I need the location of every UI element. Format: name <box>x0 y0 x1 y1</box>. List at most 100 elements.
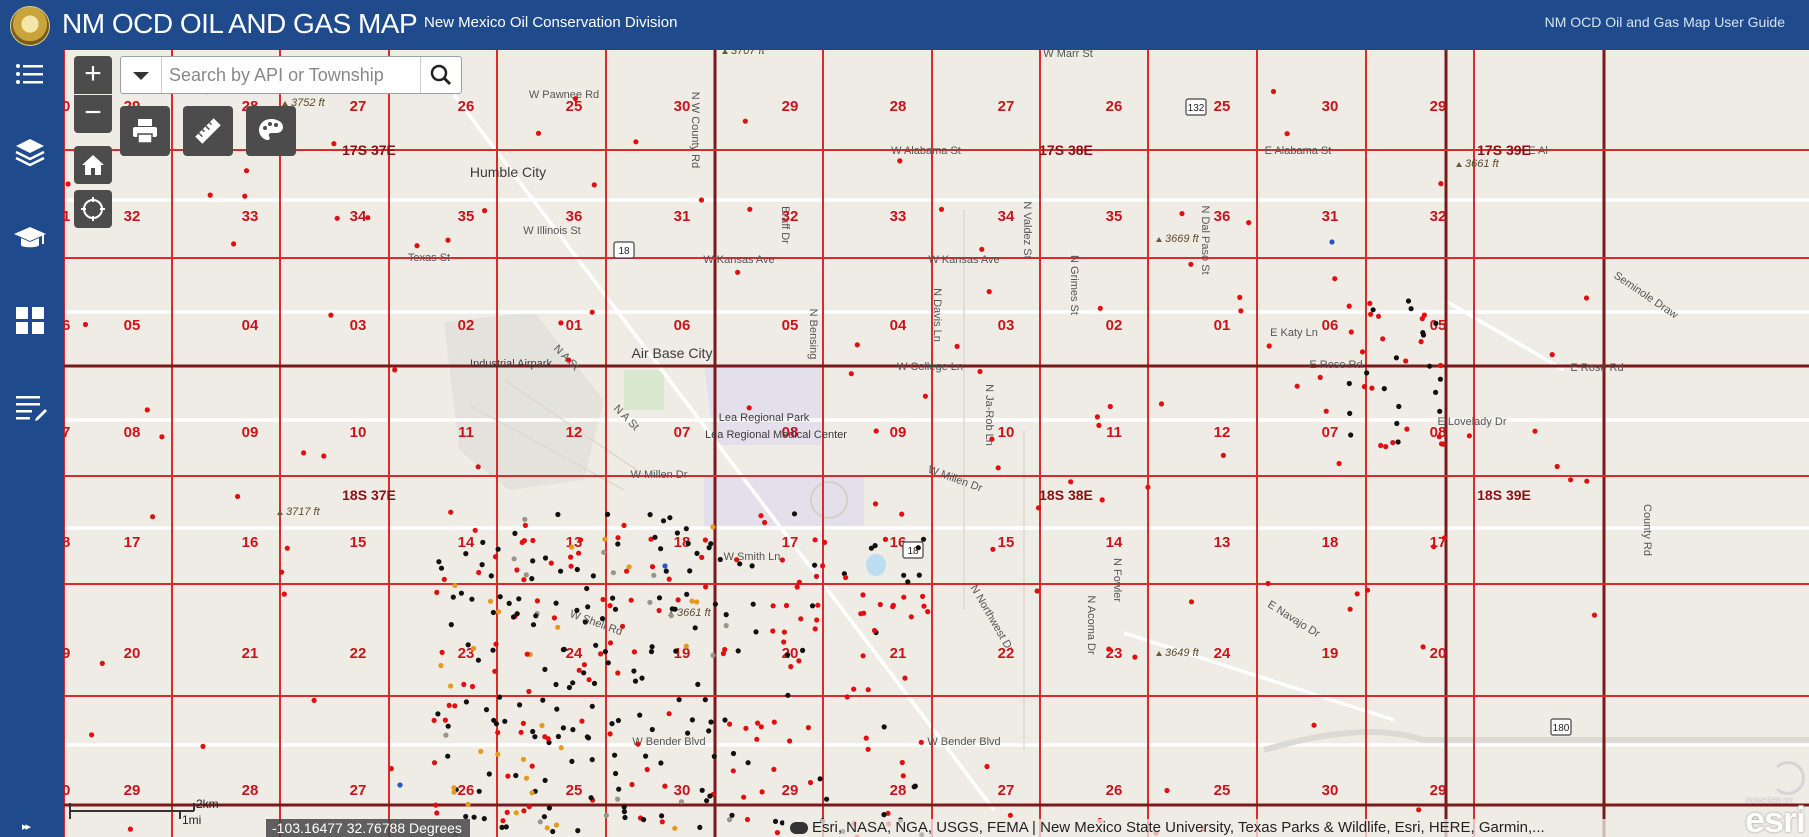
well-point[interactable] <box>954 343 960 349</box>
well-point[interactable] <box>702 537 709 543</box>
well-point[interactable] <box>1403 358 1409 364</box>
well-point[interactable] <box>662 563 668 569</box>
map-canvas[interactable]: W Pawnee Rd W Marr St W Alabama St E Alabam… <box>64 50 1809 837</box>
well-point[interactable] <box>480 539 486 545</box>
well-point[interactable] <box>1416 807 1422 813</box>
well-point[interactable] <box>566 684 572 691</box>
well-point[interactable] <box>787 738 793 744</box>
well-point[interactable] <box>1437 376 1443 382</box>
well-point[interactable] <box>648 649 655 655</box>
well-point[interactable] <box>506 600 512 607</box>
well-point[interactable] <box>658 546 664 552</box>
well-point[interactable] <box>545 736 551 742</box>
search-input[interactable] <box>163 59 425 91</box>
well-point[interactable] <box>1294 383 1300 389</box>
well-point[interactable] <box>648 536 654 542</box>
well-point[interactable] <box>433 802 439 808</box>
well-point[interactable] <box>737 561 743 567</box>
well-point[interactable] <box>311 697 317 704</box>
well-point[interactable] <box>1436 434 1442 440</box>
well-point[interactable] <box>730 750 737 757</box>
well-point[interactable] <box>520 720 526 727</box>
well-point[interactable] <box>600 596 606 603</box>
well-point[interactable] <box>442 717 448 723</box>
well-point[interactable] <box>897 158 903 164</box>
well-point[interactable] <box>514 611 520 617</box>
well-point[interactable] <box>554 706 560 712</box>
well-point[interactable] <box>741 794 747 800</box>
well-point[interactable] <box>127 826 133 832</box>
well-point[interactable] <box>555 624 561 630</box>
well-point[interactable] <box>439 649 445 656</box>
well-point[interactable] <box>675 597 681 603</box>
well-point[interactable] <box>1367 300 1373 306</box>
well-point[interactable] <box>683 643 689 649</box>
well-point[interactable] <box>624 568 630 574</box>
well-point[interactable] <box>1438 362 1444 369</box>
well-point[interactable] <box>446 702 452 709</box>
well-point[interactable] <box>871 627 878 634</box>
well-point[interactable] <box>1583 295 1590 301</box>
well-point[interactable] <box>817 776 823 782</box>
well-point[interactable] <box>450 594 456 600</box>
well-point[interactable] <box>1368 311 1374 317</box>
well-point[interactable] <box>582 619 588 625</box>
legend-button[interactable] <box>12 56 48 92</box>
well-point[interactable] <box>492 554 499 560</box>
well-point[interactable] <box>607 603 613 609</box>
well-point[interactable] <box>530 558 536 564</box>
well-point[interactable] <box>601 549 607 555</box>
well-point[interactable] <box>805 725 812 731</box>
well-point[interactable] <box>783 602 790 609</box>
well-point[interactable] <box>1440 441 1446 447</box>
well-point[interactable] <box>605 511 611 517</box>
well-point[interactable] <box>431 717 437 724</box>
well-point[interactable] <box>708 719 714 725</box>
well-point[interactable] <box>461 681 467 688</box>
well-point[interactable] <box>626 564 632 570</box>
well-point[interactable] <box>1311 722 1317 728</box>
well-point[interactable] <box>905 579 911 585</box>
well-point[interactable] <box>656 595 663 601</box>
well-point[interactable] <box>848 371 854 377</box>
well-point[interactable] <box>452 582 458 589</box>
well-point[interactable] <box>986 289 992 295</box>
well-point[interactable] <box>472 527 478 533</box>
well-point[interactable] <box>82 321 89 328</box>
well-point[interactable] <box>242 193 248 199</box>
well-point[interactable] <box>717 556 723 563</box>
well-point[interactable] <box>1099 497 1105 503</box>
well-point[interactable] <box>602 649 609 655</box>
well-point[interactable] <box>995 465 1001 471</box>
well-point[interactable] <box>659 819 665 825</box>
well-point[interactable] <box>814 617 820 623</box>
well-point[interactable] <box>1346 380 1352 387</box>
well-point[interactable] <box>730 768 736 774</box>
well-point[interactable] <box>899 759 905 766</box>
well-point[interactable] <box>443 732 449 738</box>
well-point[interactable] <box>694 550 700 556</box>
well-point[interactable] <box>581 662 588 668</box>
well-point[interactable] <box>431 760 438 766</box>
well-point[interactable] <box>1375 313 1382 319</box>
well-point[interactable] <box>1420 644 1426 650</box>
well-point[interactable] <box>621 522 627 528</box>
well-point[interactable] <box>586 677 592 683</box>
well-point[interactable] <box>476 569 482 576</box>
well-point[interactable] <box>1107 403 1113 410</box>
well-point[interactable] <box>523 572 529 578</box>
well-point[interactable] <box>469 683 476 690</box>
well-point[interactable] <box>708 541 714 547</box>
well-point[interactable] <box>1381 386 1387 392</box>
well-point[interactable] <box>548 560 554 566</box>
well-point[interactable] <box>1364 370 1370 376</box>
well-point[interactable] <box>491 717 497 723</box>
well-point[interactable] <box>487 598 494 604</box>
well-point[interactable] <box>925 609 931 615</box>
well-point[interactable] <box>558 320 564 326</box>
well-point[interactable] <box>281 591 287 597</box>
well-point[interactable] <box>613 770 619 777</box>
well-point[interactable] <box>877 601 883 608</box>
well-point[interactable] <box>697 824 703 831</box>
well-point[interactable] <box>521 577 527 583</box>
